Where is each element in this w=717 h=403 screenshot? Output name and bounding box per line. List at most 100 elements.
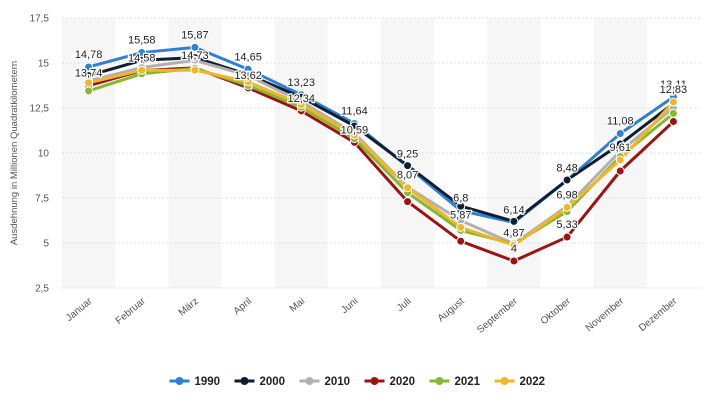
data-point-2000 bbox=[456, 201, 466, 211]
legend-label: 2022 bbox=[520, 376, 546, 388]
data-point-2022 bbox=[296, 99, 306, 109]
data-label: 12,34 bbox=[287, 93, 315, 105]
data-label: 12,83 bbox=[660, 84, 688, 96]
x-tick-label: Januar bbox=[64, 295, 95, 324]
legend-swatch-marker bbox=[175, 377, 184, 385]
data-label: 9,61 bbox=[610, 142, 631, 154]
legend-label: 1990 bbox=[195, 376, 221, 388]
data-point-2021 bbox=[84, 86, 94, 96]
data-point-2020 bbox=[562, 232, 572, 242]
data-label: 6,14 bbox=[503, 204, 524, 216]
data-point-1990 bbox=[615, 129, 625, 139]
data-label: 13,62 bbox=[234, 70, 262, 82]
data-label: 4 bbox=[511, 243, 517, 255]
legend-label: 2000 bbox=[260, 376, 286, 388]
data-point-2022 bbox=[509, 240, 519, 250]
y-axis-ticks: 2,5 5 7,5 10 12,5 15 17,5 bbox=[30, 14, 50, 295]
legend-item-2022[interactable]: 2022 bbox=[494, 376, 546, 388]
data-label: 5,87 bbox=[450, 209, 471, 221]
y-axis-label: Ausdehnung in Millionen Quadratkilometer… bbox=[9, 61, 20, 245]
data-point-2022 bbox=[615, 155, 625, 165]
data-point-2022 bbox=[456, 222, 466, 232]
data-label: 10,59 bbox=[341, 124, 369, 136]
y-tick-label: 5 bbox=[43, 239, 49, 250]
data-label: 14,58 bbox=[128, 53, 156, 65]
legend-swatch-marker bbox=[240, 377, 249, 385]
data-point-2022 bbox=[243, 77, 253, 87]
x-tick-label: Februar bbox=[114, 295, 148, 326]
legend-item-2020[interactable]: 2020 bbox=[364, 376, 416, 388]
data-label: 8,48 bbox=[556, 162, 577, 174]
legend-item-2021[interactable]: 2021 bbox=[429, 376, 481, 388]
legend-item-2010[interactable]: 2010 bbox=[299, 376, 351, 388]
y-tick-label: 17,5 bbox=[30, 14, 50, 25]
data-label: 8,07 bbox=[397, 170, 418, 182]
series-line-2000 bbox=[87, 56, 675, 223]
legend-swatch-marker bbox=[370, 377, 379, 385]
data-labels: 14,78 13,74 15,58 14,58 15,87 14,73 14,65 13,62… bbox=[74, 28, 689, 256]
data-point-2020 bbox=[456, 236, 466, 246]
legend-swatch-marker bbox=[305, 377, 314, 385]
data-point-2022 bbox=[403, 183, 413, 193]
legend-item-1990[interactable]: 1990 bbox=[169, 376, 221, 388]
data-label: 13,23 bbox=[287, 77, 315, 89]
data-point-2022 bbox=[137, 65, 147, 75]
data-label: 9,25 bbox=[397, 149, 418, 161]
x-tick-label: Mai bbox=[288, 296, 307, 315]
x-tick-label: März bbox=[177, 296, 201, 319]
data-point-1990 bbox=[84, 62, 94, 72]
series-lines bbox=[87, 45, 675, 263]
data-point-2020 bbox=[615, 166, 625, 176]
legend-label: 2021 bbox=[455, 376, 481, 388]
legend-label: 2010 bbox=[325, 376, 351, 388]
x-tick-label: September bbox=[475, 295, 520, 335]
data-point-2000 bbox=[562, 175, 572, 185]
data-label: 11,64 bbox=[341, 105, 368, 117]
legend[interactable]: 1990 2000 2010 2020 2021 2022 bbox=[169, 376, 546, 388]
data-point-2022 bbox=[668, 97, 678, 107]
x-tick-label: April bbox=[232, 296, 254, 317]
data-point-2022 bbox=[84, 78, 94, 88]
data-label: 15,87 bbox=[181, 29, 209, 41]
data-label: 14,65 bbox=[234, 51, 262, 63]
data-point-2020 bbox=[668, 117, 678, 126]
data-label: 6,98 bbox=[556, 189, 577, 201]
data-label: 14,78 bbox=[75, 49, 103, 61]
x-tick-label: August bbox=[436, 296, 467, 325]
series-line-2022 bbox=[87, 68, 675, 247]
x-tick-label: Juli bbox=[395, 296, 414, 314]
x-tick-label: Juni bbox=[339, 296, 360, 316]
data-label: 14,73 bbox=[181, 50, 209, 62]
data-label: 13,74 bbox=[75, 68, 103, 80]
data-point-2020 bbox=[403, 197, 413, 207]
data-point-2000 bbox=[403, 161, 413, 171]
y-tick-label: 2,5 bbox=[35, 284, 49, 295]
x-tick-label: Dezember bbox=[637, 295, 680, 334]
y-tick-label: 15 bbox=[38, 59, 50, 70]
data-point-2020 bbox=[509, 256, 519, 266]
legend-swatch-marker bbox=[500, 377, 509, 385]
data-point-2022 bbox=[349, 130, 359, 140]
data-label: 15,58 bbox=[128, 35, 156, 47]
y-tick-label: 7,5 bbox=[35, 194, 49, 205]
series-points bbox=[84, 42, 678, 266]
data-point-2022 bbox=[562, 202, 572, 212]
x-axis-ticks: Januar Februar März April Mai Juni Juli August S… bbox=[64, 295, 680, 335]
data-point-2021 bbox=[668, 108, 678, 118]
data-point-1990 bbox=[190, 42, 200, 52]
data-point-2022 bbox=[190, 65, 200, 75]
x-tick-label: November bbox=[584, 295, 627, 334]
y-tick-label: 10 bbox=[38, 149, 50, 160]
legend-label: 2020 bbox=[390, 376, 416, 388]
legend-item-2000[interactable]: 2000 bbox=[234, 376, 286, 388]
data-point-2000 bbox=[509, 216, 519, 226]
data-label: 5,33 bbox=[556, 219, 577, 231]
y-tick-label: 12,5 bbox=[30, 104, 50, 115]
data-label: 11,08 bbox=[607, 116, 634, 128]
data-label: 4,87 bbox=[503, 227, 524, 239]
data-label: 6,8 bbox=[453, 193, 468, 205]
legend-swatch-marker bbox=[435, 377, 444, 385]
data-label: 13,11 bbox=[660, 79, 687, 91]
